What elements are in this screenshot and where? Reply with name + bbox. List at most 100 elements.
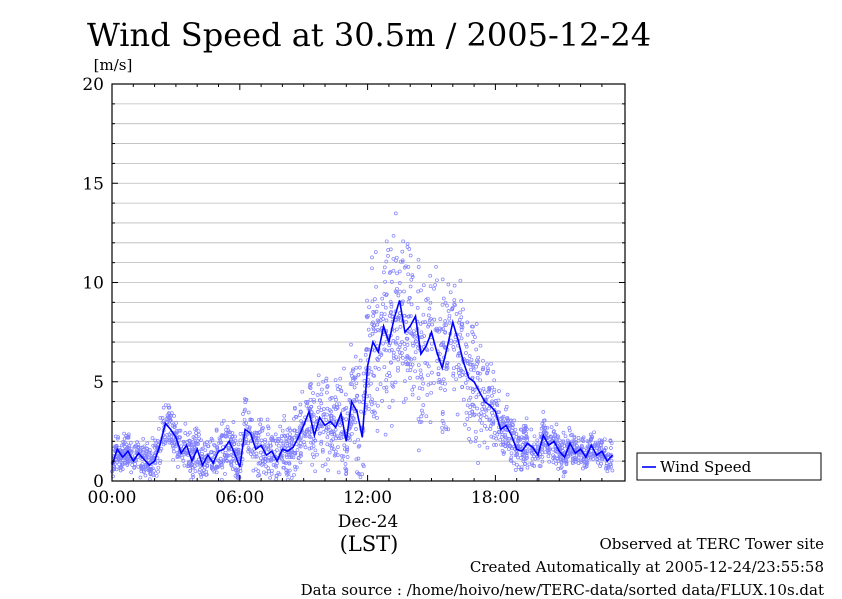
- scatter-point: [142, 444, 147, 449]
- scatter-point: [379, 311, 384, 316]
- scatter-point: [433, 327, 438, 332]
- scatter-point: [366, 327, 371, 332]
- scatter-point: [489, 361, 493, 366]
- scatter-point: [416, 448, 421, 453]
- scatter-point: [582, 463, 587, 468]
- scatter-point: [478, 418, 483, 423]
- scatter-point: [223, 434, 228, 439]
- scatter-point: [242, 422, 247, 426]
- scatter-point: [440, 277, 445, 282]
- scatter-point: [289, 476, 294, 480]
- scatter-point: [319, 441, 323, 446]
- scatter-point: [404, 359, 408, 364]
- scatter-point: [476, 355, 481, 360]
- scatter-point: [351, 369, 355, 373]
- scatter-point: [478, 414, 483, 419]
- scatter-point: [602, 448, 607, 452]
- scatter-point: [197, 432, 201, 437]
- scatter-point: [242, 409, 247, 414]
- scatter-point: [384, 318, 389, 323]
- scatter-point: [420, 376, 425, 381]
- scatter-point: [491, 435, 496, 440]
- scatter-point: [522, 450, 527, 454]
- scatter-point: [434, 264, 438, 269]
- scatter-point: [311, 391, 315, 395]
- scatter-point: [452, 298, 457, 302]
- scatter-point: [114, 467, 119, 472]
- scatter-point: [402, 313, 407, 318]
- scatter-point: [249, 452, 253, 456]
- scatter-point: [438, 352, 442, 356]
- scatter-point: [563, 458, 568, 463]
- scatter-point: [353, 399, 357, 404]
- scatter-point: [212, 442, 216, 447]
- scatter-point: [509, 455, 514, 460]
- scatter-point: [376, 403, 380, 408]
- scatter-point: [457, 318, 462, 322]
- scatter-point: [476, 392, 481, 397]
- scatter-point: [253, 435, 258, 440]
- scatter-point: [451, 373, 456, 378]
- scatter-point: [497, 410, 501, 415]
- scatter-point: [446, 282, 451, 287]
- scatter-point: [359, 409, 363, 414]
- scatter-point: [357, 365, 362, 370]
- scatter-point: [338, 436, 343, 441]
- scatter-point: [317, 431, 322, 436]
- scatter-point: [320, 464, 325, 468]
- scatter-point: [299, 423, 304, 428]
- scatter-point: [364, 346, 369, 351]
- scatter-point: [489, 401, 494, 406]
- scatter-point: [469, 357, 474, 362]
- scatter-point: [397, 281, 402, 285]
- scatter-point: [446, 309, 451, 313]
- scatter-point: [312, 397, 316, 402]
- scatter-point: [132, 444, 137, 449]
- scatter-point: [354, 365, 359, 370]
- scatter-point: [405, 331, 409, 335]
- scatter-point: [351, 367, 355, 372]
- scatter-point: [171, 457, 176, 462]
- scatter-point: [182, 463, 187, 468]
- scatter-point: [411, 343, 416, 348]
- scatter-point: [516, 465, 521, 469]
- scatter-point: [408, 253, 413, 258]
- scatter-point: [341, 454, 346, 459]
- scatter-point: [532, 464, 537, 468]
- scatter-point: [512, 461, 516, 466]
- scatter-point: [259, 438, 264, 443]
- scatter-point: [554, 449, 558, 454]
- scatter-point: [305, 400, 310, 404]
- scatter-point: [270, 468, 274, 473]
- scatter-point: [389, 304, 394, 309]
- scatter-point: [198, 467, 202, 472]
- scatter-point: [251, 468, 256, 473]
- scatter-point: [400, 259, 405, 264]
- legend: Wind Speed: [636, 452, 822, 481]
- scatter-point: [156, 465, 161, 470]
- scatter-point: [192, 464, 197, 469]
- scatter-point: [330, 430, 335, 434]
- scatter-point: [538, 431, 543, 436]
- scatter-point: [279, 434, 284, 438]
- scatter-point: [443, 381, 447, 386]
- scatter-point: [561, 449, 565, 453]
- scatter-point: [312, 399, 316, 404]
- scatter-point: [366, 347, 371, 352]
- scatter-point: [185, 432, 190, 437]
- scatter-point: [320, 387, 324, 392]
- scatter-point: [525, 465, 530, 470]
- scatter-point: [465, 377, 470, 382]
- scatter-point: [480, 407, 484, 412]
- scatter-point: [492, 443, 496, 447]
- scatter-point: [439, 343, 443, 348]
- scatter-point: [203, 448, 208, 453]
- scatter-point: [391, 268, 396, 273]
- scatter-point: [380, 399, 384, 403]
- scatter-point: [506, 441, 511, 445]
- scatter-point: [513, 468, 518, 472]
- scatter-point: [375, 304, 380, 309]
- scatter-point: [416, 396, 421, 401]
- scatter-point: [246, 446, 251, 450]
- scatter-point: [273, 439, 278, 443]
